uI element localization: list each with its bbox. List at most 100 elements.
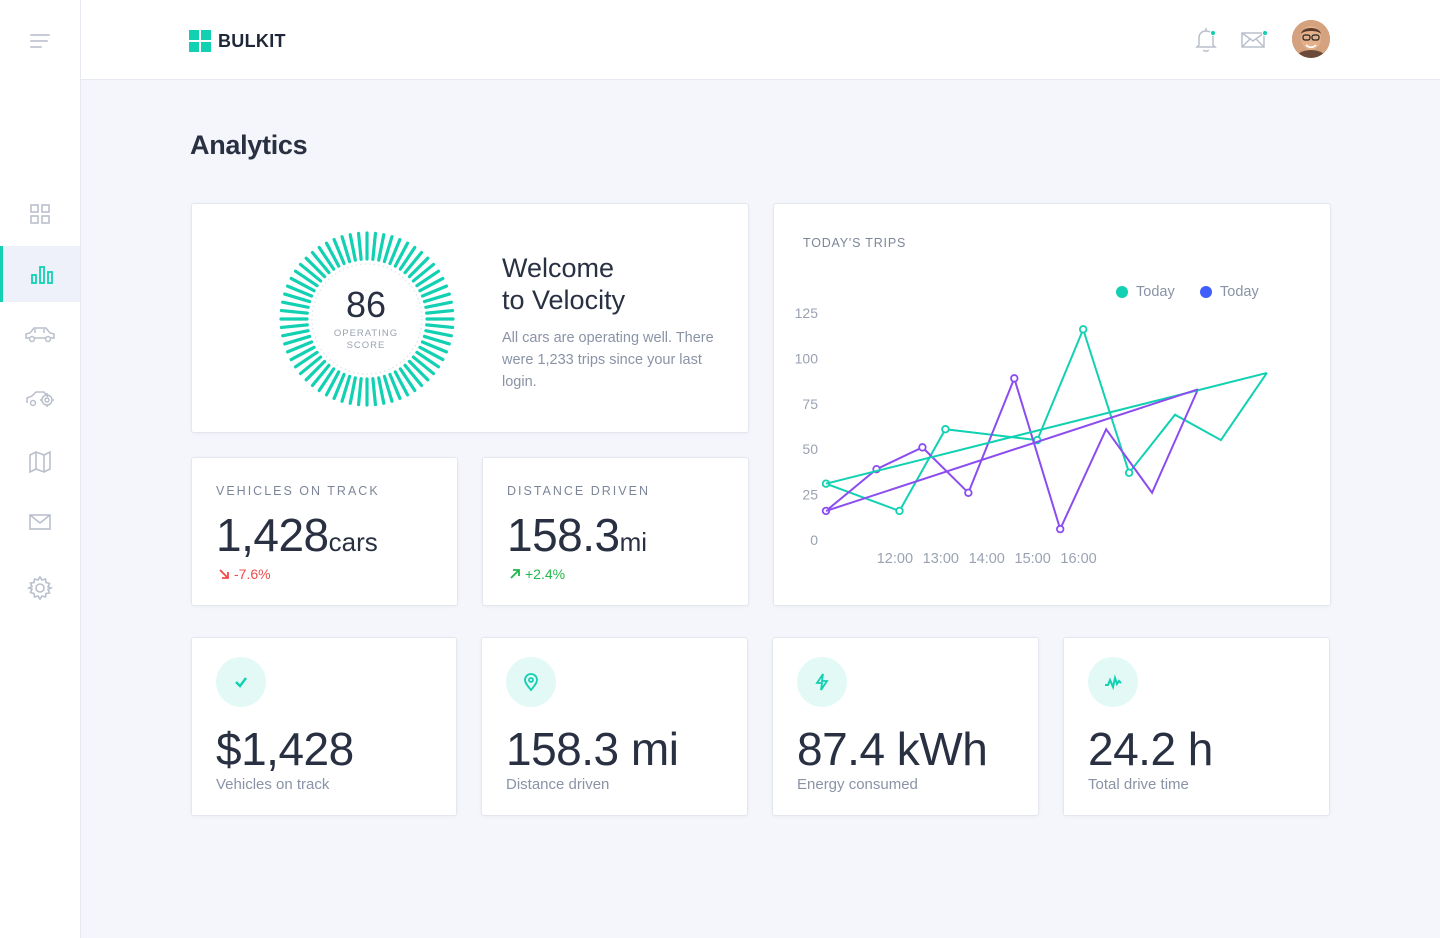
gauge-tick [293,350,319,369]
sidebar-item-messages[interactable] [0,494,80,550]
y-tick-label: 75 [802,396,818,412]
user-avatar[interactable] [1292,20,1330,58]
gauge-tick [348,233,357,262]
mail-icon [29,514,51,530]
gauge-tick [289,345,316,362]
gauge-tick [411,355,436,376]
welcome-title: Welcome to Velocity [502,253,626,315]
metric-value: 24.2 h [1088,723,1213,775]
gauge-tick [279,308,309,315]
gauge-tick [382,235,394,264]
gauge-tick [382,374,394,403]
arrow-up-right-icon [510,569,520,579]
sidebar-item-service[interactable] [0,370,80,426]
series-line-1 [825,375,1199,532]
legend-item-blue[interactable]: Today [1200,284,1259,300]
bar-chart-icon [30,266,53,284]
sidebar-item-dashboard[interactable] [0,186,80,242]
gauge-tick [422,292,451,304]
x-tick-label: 16:00 [1060,551,1096,567]
gauge-tick [403,250,424,275]
legend-item-teal[interactable]: Today [1116,284,1175,300]
gauge-tick [371,377,378,407]
metric-label: Vehicles on track [216,776,330,793]
series-point[interactable] [1056,524,1065,534]
gauge-tick [398,367,417,393]
series-point[interactable] [1010,374,1019,383]
gauge-tick [283,292,312,304]
gauge-tick [418,276,445,293]
gauge-tick [310,363,331,388]
gauge-tick [281,300,310,309]
series-point[interactable] [1078,325,1088,334]
gauge-tick [293,269,319,288]
metric-value: 158.3 mi [506,723,679,775]
series-point[interactable] [1124,468,1134,478]
welcome-card: 86 OPERATING SCORE Welcome to Velocity A… [191,203,749,433]
gauge-tick [377,233,386,262]
notifications-button[interactable] [1191,24,1221,54]
map-icon [29,450,51,474]
sidebar-item-map[interactable] [0,434,80,490]
arrow-down-right-icon [219,569,229,579]
metric-card-distance: 158.3 mi Distance driven [481,637,748,816]
series-point[interactable] [941,425,950,434]
gauge-tick [425,323,455,330]
gauge-tick [304,359,327,382]
stat-label: DISTANCE DRIVEN [507,484,650,498]
metric-label: Distance driven [506,776,610,793]
chart-title: TODAY'S TRIPS [803,236,907,250]
stat-value: 1,428cars [216,509,378,561]
hamburger-icon[interactable] [30,34,50,50]
y-tick-label: 25 [802,487,818,503]
stat-card-distance: DISTANCE DRIVEN 158.3mi +2.4% [482,457,749,606]
operating-score-value: 86 [345,284,387,325]
gauge-tick [371,231,378,261]
brand-logo[interactable]: BULKIT [189,30,286,52]
location-pin-icon [506,657,556,707]
gauge-tick [415,269,441,288]
logo-icon [189,30,211,52]
trips-line-chart: 0 25 50 75 100 125 12:00 13:00 14:00 15:00 16:00 [795,305,1268,567]
gauge-tick [420,340,449,354]
envelope-icon [1241,29,1269,48]
gauge-tick [418,345,445,362]
gauge-tick [298,262,323,283]
brand-name: BULKIT [218,30,286,51]
grid-icon [30,204,50,224]
gauge-tick [279,323,309,330]
sidebar-item-settings[interactable] [0,560,80,616]
metric-card-drive-time: 24.2 h Total drive time [1063,637,1330,816]
legend-dot [1116,286,1128,298]
series-line-3 [825,388,1199,512]
page-title: Analytics [190,130,308,160]
stat-card-vehicles: VEHICLES ON TRACK 1,428cars -7.6% [191,457,458,606]
sidebar-item-analytics[interactable] [0,246,80,302]
gauge-tick [393,370,410,397]
gauge-tick [403,363,424,388]
gauge-tick [407,359,430,382]
series-point[interactable] [918,443,927,452]
gauge-tick [281,329,310,338]
trips-chart-card: TODAY'S TRIPS Today Today 0 25 50 75 100 125 1… [773,203,1331,606]
series-point[interactable] [895,506,904,516]
gauge-tick [332,372,346,401]
gauge-tick [377,376,386,405]
gauge-tick [304,256,327,279]
gauge-tick [425,308,455,315]
stat-trend: -7.6% [218,566,271,582]
metric-card-energy: 87.4 kWh Energy consumed [772,637,1039,816]
sidebar-item-cars[interactable] [0,306,80,362]
y-tick-label: 50 [802,441,818,457]
gauge-tick [424,329,453,338]
metric-value: 87.4 kWh [797,723,988,775]
gear-icon [26,575,54,601]
messages-button[interactable] [1239,24,1269,54]
top-bar: BULKIT [81,0,1440,80]
metric-value: $1,428 [216,723,354,775]
gauge-tick [388,372,402,401]
stat-label: VEHICLES ON TRACK [216,484,380,498]
stat-trend: +2.4% [509,566,565,582]
series-point[interactable] [964,488,973,497]
x-tick-label: 15:00 [1015,551,1051,567]
